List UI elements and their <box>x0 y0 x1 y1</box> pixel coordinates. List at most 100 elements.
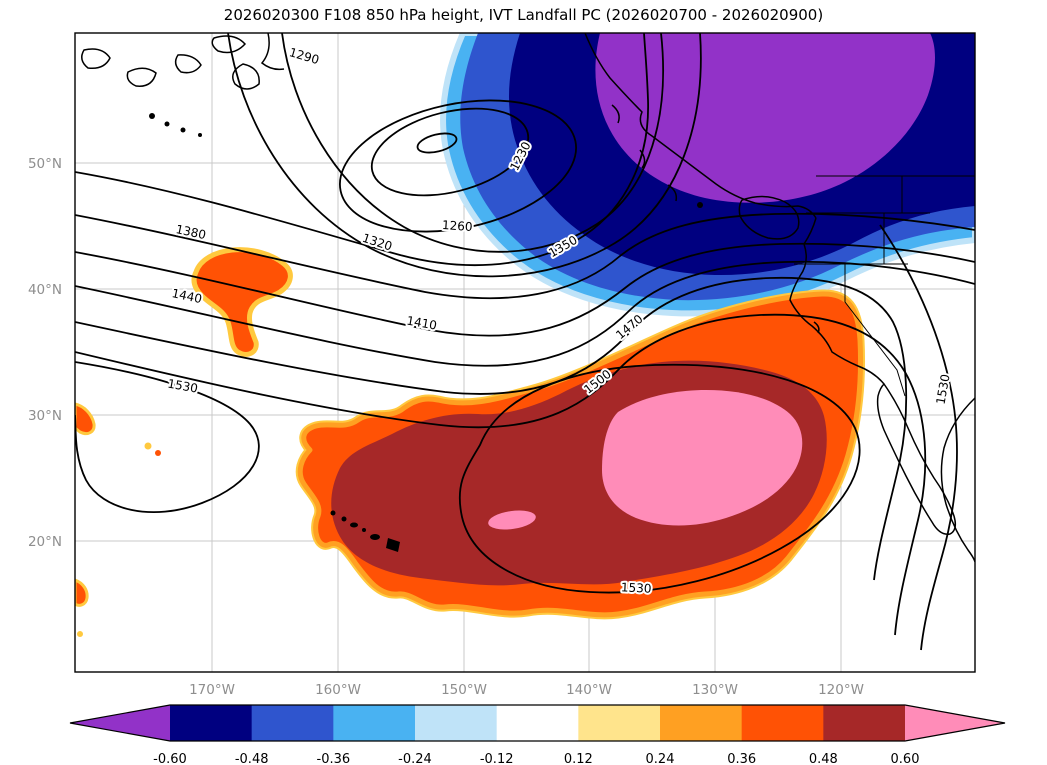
colorbar-segment <box>251 705 334 741</box>
shade-positive-speck-2 <box>155 450 161 456</box>
shade-positive-pink-spot <box>488 510 536 530</box>
coastline-islet-2 <box>164 121 170 127</box>
coastline-alaska-inlet <box>260 33 285 71</box>
colorbar-tick-label: 0.12 <box>564 752 593 765</box>
coastline-kodiak-island <box>232 63 260 90</box>
contour-label: 1290 <box>287 45 320 67</box>
coastline-islet-3 <box>180 127 186 133</box>
contour-1260 <box>339 99 577 233</box>
colorbar-segment <box>496 705 579 741</box>
x-tick-label: 120°W <box>818 682 864 698</box>
contour-1440 <box>75 260 975 367</box>
colorbar-over-arrow <box>905 705 1005 741</box>
colorbar-tick-label: 0.24 <box>646 752 675 765</box>
colorbar-tick-label: 0.48 <box>809 752 838 765</box>
hawaii-big-island <box>386 538 400 552</box>
contour-1410 <box>75 242 975 337</box>
shade-positive-speck-1 <box>144 442 152 450</box>
colorbar-tick-label: 0.60 <box>891 752 920 765</box>
y-tick-label: 20°N <box>28 534 62 550</box>
colorbar-tick-label: 0.36 <box>727 752 756 765</box>
colorbar-segment <box>741 705 824 741</box>
chart-title: 2026020300 F108 850 hPa height, IVT Land… <box>223 6 824 24</box>
hawaii-island-2 <box>341 516 347 522</box>
contour-1320 <box>227 33 702 278</box>
x-tick-label: 150°W <box>441 682 487 698</box>
contour-1380 <box>75 212 975 300</box>
hawaii-island-1 <box>330 510 336 516</box>
contour-inner-closed <box>416 132 458 154</box>
shade-positive-pink-core <box>602 390 803 526</box>
colorbar-segment <box>823 705 906 741</box>
contour-1470 <box>75 276 908 581</box>
contour-label: 1320 <box>361 231 394 254</box>
hawaii-island-3 <box>350 522 358 528</box>
coastline-layer <box>81 33 975 563</box>
shade-positive-left-patch <box>191 247 293 357</box>
coastline-gulf-of-california <box>940 397 975 563</box>
contour-1530-west <box>75 361 260 514</box>
y-tick-label: 30°N <box>28 408 62 424</box>
coastline-baja-california <box>876 382 957 535</box>
colorbar-under-arrow <box>70 705 170 741</box>
contour-label: 1260 <box>442 218 473 234</box>
colorbar-tick-label: -0.12 <box>480 752 514 765</box>
contour-1530-ridge-oval <box>458 363 861 594</box>
hawaii-island-4 <box>362 528 366 532</box>
coastline-british-columbia <box>584 33 817 219</box>
shade-positive-speck-3 <box>77 631 83 637</box>
contour-1350 <box>75 33 649 267</box>
contour-1290 <box>281 33 664 253</box>
hawaii-islands <box>330 510 400 552</box>
hawaii-island-5 <box>370 534 380 540</box>
contour-label: 1530 <box>934 373 953 406</box>
contour-label: 1410 <box>405 314 438 333</box>
shade-positive-edge-sliver-2 <box>75 578 89 607</box>
contour-label: 1470 <box>613 312 645 342</box>
contour-1530-coastal <box>879 224 958 651</box>
coastline-islet-4 <box>198 133 202 137</box>
colorbar: -0.60 -0.48 -0.36 -0.24 -0.12 0.12 0.24 0.36 0.4… <box>69 704 1006 765</box>
x-tick-label: 140°W <box>566 682 612 698</box>
colorbar-outline <box>69 704 1006 742</box>
coastline-bc-islet-1 <box>611 104 620 124</box>
y-tick-label: 40°N <box>28 282 62 298</box>
contour-label: 1380 <box>174 222 207 242</box>
colorbar-segment <box>170 705 253 741</box>
colorbar-segment <box>415 705 498 741</box>
shade-negative-purple-core <box>595 33 935 203</box>
contour-1500 <box>75 313 927 636</box>
coastline-aleutian-island-2 <box>126 67 157 87</box>
border-ca-nv <box>844 264 906 397</box>
coastline-bc-islet-4 <box>697 202 703 208</box>
y-tick-label: 50°N <box>28 156 62 172</box>
coastline-alaska-peninsula <box>211 35 247 54</box>
coastline-bc-islet-3 <box>667 184 678 202</box>
colorbar-tick-label: -0.48 <box>235 752 269 765</box>
colorbar-tick-label: -0.60 <box>153 752 187 765</box>
axis-label-layer: 50°N 40°N 30°N 20°N 170°W 160°W 150°W 140°W 130°… <box>28 156 864 698</box>
coastline-us-west-coast <box>789 217 885 385</box>
colorbar-segment <box>333 705 416 741</box>
shade-positive-edge-sliver-1 <box>75 402 96 436</box>
colorbar-tick-label: -0.36 <box>317 752 351 765</box>
x-tick-label: 170°W <box>189 682 235 698</box>
colorbar-segment <box>578 705 661 741</box>
shading-layer <box>75 33 975 637</box>
colorbar-tick-label: -0.24 <box>398 752 432 765</box>
coastline-aleutian-island-1 <box>81 48 111 70</box>
contour-1230 <box>370 107 530 197</box>
plot-frame <box>74 32 976 673</box>
contour-label: 1530 <box>621 580 652 596</box>
coastline-sf-bay <box>813 321 820 334</box>
coastline-bc-islet-2 <box>639 149 646 169</box>
coastline-vancouver-island <box>738 195 800 240</box>
colorbar-segment <box>660 705 743 741</box>
x-tick-label: 130°W <box>692 682 738 698</box>
x-tick-label: 160°W <box>315 682 361 698</box>
coastline-aleutian-island-3 <box>174 54 202 74</box>
contour-layer <box>75 33 975 651</box>
coastline-islet-1 <box>149 113 155 119</box>
